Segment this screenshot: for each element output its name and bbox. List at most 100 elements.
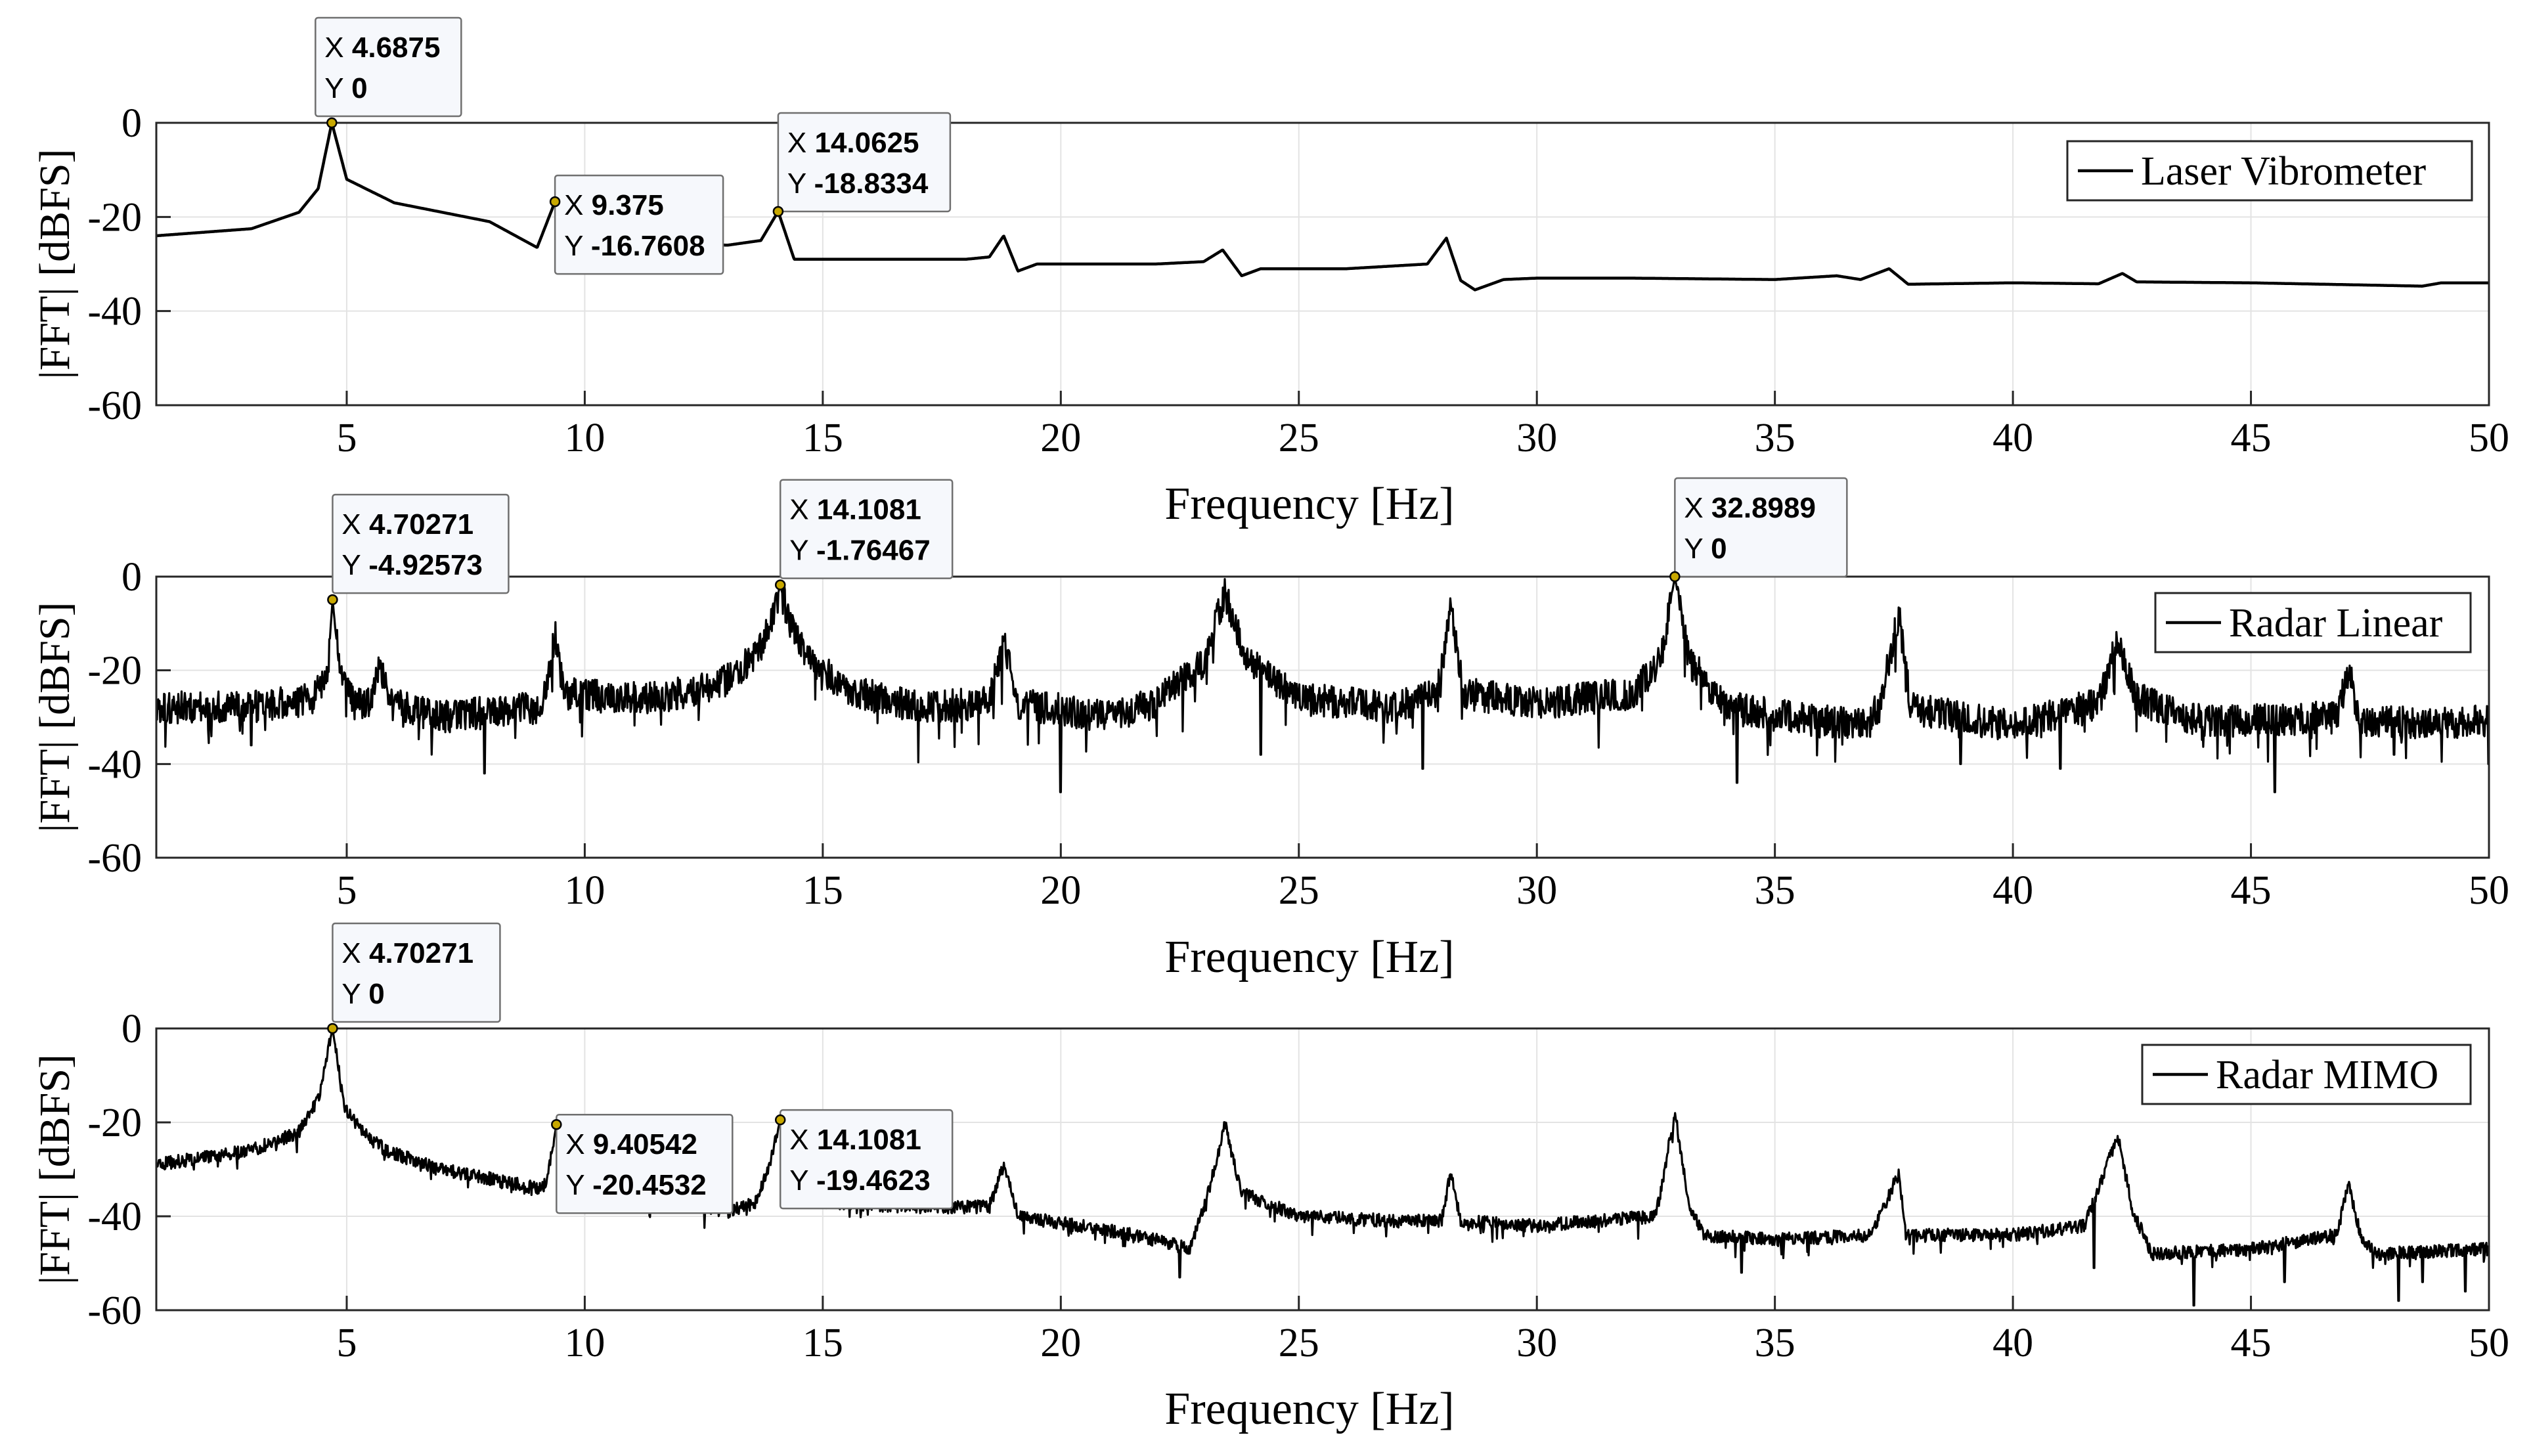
x-tick-label: 40 [1992,416,2033,460]
y-tick-label: -60 [87,1289,142,1333]
legend-label: Radar Linear [2229,601,2443,646]
y-axis-label: |FFT| [dBFS] [31,1054,79,1285]
series-line-radar-linear [155,577,2490,793]
x-axis-label: Frequency [Hz] [1164,1384,1454,1434]
y-tick-label: -40 [87,1195,142,1239]
datatip-box [332,493,510,594]
datatip-y-row: Y -19.4623 [789,1164,930,1197]
series-line-laser [155,121,2490,292]
legend: Laser Vibrometer [2066,140,2473,202]
y-tick-label: -20 [87,1101,142,1145]
x-axis-label: Frequency [Hz] [1164,479,1454,529]
datatip[interactable]: X 9.375 Y -16.7608 [549,174,724,275]
x-axis-label: Frequency [Hz] [1164,932,1454,982]
datatip-box [779,479,954,579]
datatip-y-row: Y -18.8334 [787,167,929,200]
x-tick-label: 10 [564,416,605,460]
datatip-marker [326,117,338,129]
datatip[interactable]: X 14.1081 Y -19.4623 [774,1109,954,1210]
datatip-marker [772,206,784,217]
datatip-y-value: -19.4623 [816,1164,931,1197]
y-tick-label: 0 [121,101,142,146]
y-tick-label: -40 [87,742,142,787]
datatip-x-value: 14.1081 [817,494,921,526]
x-tick-label: 45 [2231,868,2272,913]
datatip-y-row: Y 0 [324,72,367,104]
y-tick-label: -60 [87,836,142,881]
x-tick-label: 10 [564,1321,605,1365]
x-tick-label: 45 [2231,416,2272,460]
y-tick-label: 0 [121,1007,142,1051]
datatip[interactable]: X 4.70271 Y 0 [327,922,501,1034]
series-line-radar-mimo [155,1027,2490,1307]
datatip-x-value: 4.70271 [369,937,473,969]
datatip-y-value: -18.8334 [814,167,929,200]
chart-panel-laser: 5 10 15 20 25 30 35 40 45 50 0 -20 -40 -60 Frequency [… [31,16,2509,529]
x-tick-label: 20 [1040,416,1081,460]
datatip-y-row: Y 0 [1684,533,1727,565]
datatip-x-value: 32.8989 [1711,492,1816,524]
datatip[interactable]: X 4.70271 Y -4.92573 [327,493,510,606]
datatip-x-value: 9.375 [592,189,664,221]
x-tick-label: 5 [336,416,357,460]
x-tick-label: 30 [1516,868,1557,913]
x-tick-label: 25 [1279,868,1319,913]
datatip-marker [774,1114,786,1126]
datatip-y-value: 0 [351,72,367,104]
y-tick-label: -20 [87,195,142,240]
datatip-marker [1669,571,1681,583]
y-tick-label: 0 [121,555,142,600]
datatip-y-value: -20.4532 [592,1169,707,1201]
datatip-marker [327,1023,338,1034]
x-tick-label: 5 [336,868,357,913]
legend: Radar Linear [2154,592,2472,653]
datatip-marker [549,196,561,208]
datatip-y-value: -1.76467 [816,535,931,567]
axes-box [155,575,2490,859]
x-tick-label: 20 [1040,868,1081,913]
chart-panel-radar-linear: 5 10 15 20 25 30 35 40 45 50 0 -20 -40 -60 Frequency [… [31,477,2509,982]
x-tick-label: 15 [803,1321,843,1365]
x-tick-label: 35 [1755,868,1795,913]
datatip-x-row: X 32.8989 [1684,492,1816,524]
legend-label: Radar MIMO [2216,1053,2438,1097]
datatip-y-row: Y -1.76467 [789,535,930,567]
x-tick-label: 40 [1992,1321,2033,1365]
y-tick-label: -40 [87,290,142,334]
datatip[interactable]: X 4.6875 Y 0 [315,16,462,129]
datatip-y-value: 0 [1711,533,1727,565]
datatip[interactable]: X 32.8989 Y 0 [1669,477,1848,583]
datatip[interactable]: X 9.40542 Y -20.4532 [551,1113,734,1214]
axes-box [155,1027,2490,1312]
x-tick-label: 50 [2469,1321,2509,1365]
datatip-x-row: X 14.1081 [789,1124,921,1156]
datatip-marker [327,594,338,606]
x-tick-label: 30 [1516,416,1557,460]
datatip-x-value: 14.1081 [817,1124,921,1156]
x-tick-label: 5 [336,1321,357,1365]
datatip-y-value: 0 [368,978,384,1010]
legend-box [2066,140,2473,202]
datatip[interactable]: X 14.0625 Y -18.8334 [772,112,952,217]
datatip-y-value: -4.92573 [368,549,483,581]
x-tick-label: 15 [803,416,843,460]
datatip-y-value: -16.7608 [591,230,705,262]
datatip-y-row: Y -16.7608 [564,230,705,262]
datatip-y-row: Y -4.92573 [341,549,482,581]
x-tick-label: 35 [1755,1321,1795,1365]
datatip-x-value: 14.0625 [814,127,919,159]
x-tick-label: 35 [1755,416,1795,460]
x-tick-label: 50 [2469,416,2509,460]
datatip-marker [551,1118,562,1130]
x-tick-label: 25 [1279,1321,1319,1365]
datatip-x-value: 9.40542 [593,1128,697,1160]
datatip-box [556,1113,734,1214]
x-tick-label: 25 [1279,416,1319,460]
chart-panel-radar-mimo: 5 10 15 20 25 30 35 40 45 50 0 -20 -40 -60 Frequency [… [31,922,2509,1434]
datatip[interactable]: X 14.1081 Y -1.76467 [774,479,954,590]
datatip-marker [774,579,786,590]
y-axis-label: |FFT| [dBFS] [31,602,79,832]
x-tick-label: 45 [2231,1321,2272,1365]
datatip-x-row: X 4.70271 [341,937,473,969]
